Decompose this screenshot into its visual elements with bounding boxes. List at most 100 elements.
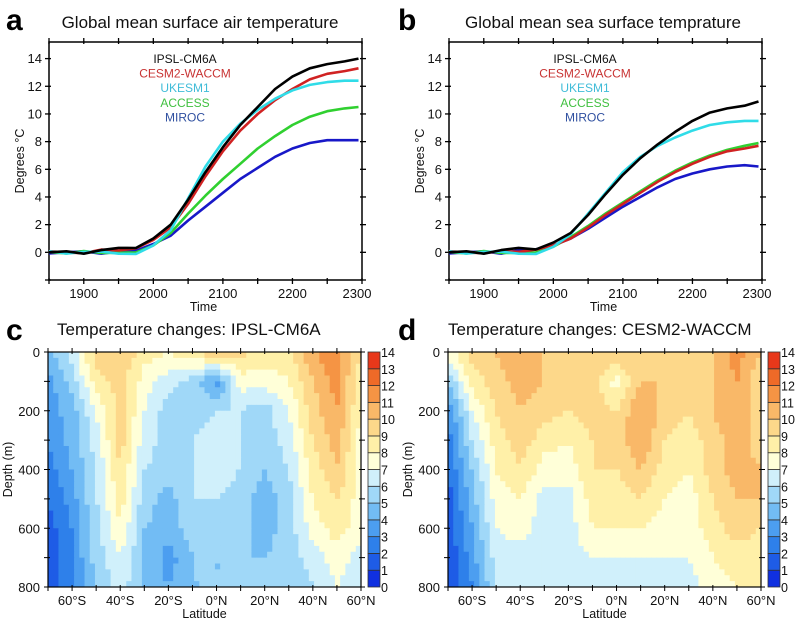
heatmap-cell: [173, 528, 179, 535]
heatmap-cell: [750, 422, 757, 429]
heatmap-cell: [53, 434, 59, 441]
heatmap-cell: [557, 422, 564, 429]
heatmap-cell: [531, 451, 538, 459]
heatmap-cell: [350, 510, 357, 517]
heatmap-cell: [48, 375, 54, 382]
heatmap-cell: [293, 522, 299, 529]
heatmap-cell: [734, 440, 741, 447]
heatmap-cell: [630, 440, 637, 447]
heatmap-cell: [235, 363, 242, 371]
heatmap-cell: [89, 446, 96, 453]
heatmap-cell: [121, 375, 127, 382]
heatmap-cell: [500, 410, 506, 418]
heatmap-cell: [74, 575, 80, 582]
heatmap-cell: [625, 534, 631, 541]
heatmap-cell: [719, 475, 725, 482]
heatmap-cell: [536, 498, 543, 506]
heatmap-cell: [68, 393, 75, 400]
heatmap-cell: [188, 410, 195, 418]
heatmap-cell: [199, 352, 205, 359]
heatmap-cell: [614, 469, 621, 476]
heatmap-cell: [340, 393, 346, 400]
heatmap-cell: [194, 534, 200, 541]
heatmap-cell: [672, 381, 678, 388]
heatmap-cell: [583, 522, 590, 529]
heatmap-cell: [651, 375, 658, 382]
heatmap-cell: [458, 440, 465, 447]
heatmap-cell: [698, 563, 705, 570]
heatmap-cell: [173, 369, 179, 376]
heatmap-cell: [552, 410, 558, 418]
heatmap-cell: [661, 498, 668, 506]
heatmap-cell: [162, 569, 169, 576]
heatmap-cell: [682, 498, 689, 506]
heatmap-cell: [256, 428, 263, 435]
heatmap-cell: [641, 504, 647, 512]
heatmap-cell: [672, 540, 678, 547]
heatmap-cell: [567, 357, 574, 365]
heatmap-cell: [651, 463, 658, 470]
heatmap-cell: [68, 522, 75, 529]
heatmap-cell: [687, 428, 694, 435]
heatmap-cell: [755, 557, 762, 564]
heatmap-cell: [630, 481, 637, 488]
heatmap-cell: [277, 504, 284, 512]
heatmap-cell: [183, 563, 190, 570]
heatmap-cell: [494, 410, 501, 418]
heatmap-cell: [147, 569, 153, 576]
heatmap-cell: [355, 451, 362, 459]
heatmap-cell: [708, 528, 715, 535]
heatmap-cell: [230, 434, 237, 441]
heatmap-cell: [588, 540, 595, 547]
heatmap-cell: [484, 393, 491, 400]
heatmap-cell: [334, 428, 341, 435]
heatmap-cell: [714, 528, 720, 535]
heatmap-cell: [188, 463, 195, 470]
heatmap-cell: [173, 410, 179, 418]
heatmap-cell: [651, 446, 658, 453]
heatmap-cell: [272, 481, 278, 488]
heatmap-cell: [740, 534, 746, 541]
heatmap-cell: [604, 510, 611, 517]
heatmap-cell: [614, 440, 621, 447]
heatmap-cell: [661, 352, 668, 359]
heatmap-cell: [531, 352, 538, 359]
heatmap-cell: [510, 498, 517, 506]
heatmap-cell: [635, 352, 642, 359]
heatmap-cell: [183, 369, 190, 376]
heatmap-cell: [141, 381, 148, 388]
heatmap-cell: [110, 493, 117, 500]
heatmap-cell: [609, 551, 616, 559]
heatmap-cell: [541, 369, 548, 376]
heatmap-cell: [677, 522, 684, 529]
heatmap-cell: [541, 475, 548, 482]
heatmap-cell: [667, 381, 673, 388]
heatmap-cell: [515, 375, 522, 382]
heatmap-cell: [687, 381, 694, 388]
heatmap-cell: [84, 352, 91, 359]
heatmap-cell: [531, 375, 538, 382]
heatmap-cell: [641, 569, 647, 576]
heatmap-cell: [267, 375, 273, 382]
heatmap-cell: [241, 416, 247, 423]
heatmap-cell: [100, 410, 106, 418]
heatmap-cell: [661, 369, 668, 376]
heatmap-cell: [74, 434, 80, 441]
heatmap-cell: [355, 434, 362, 441]
heatmap-cell: [204, 369, 211, 376]
heatmap-cell: [734, 540, 741, 547]
heatmap-cell: [552, 528, 558, 535]
heatmap-cell: [745, 569, 751, 576]
heatmap-cell: [620, 381, 626, 388]
heatmap-cell: [282, 545, 289, 553]
heatmap-cell: [141, 393, 148, 400]
heatmap-cell: [667, 369, 673, 376]
heatmap-cell: [261, 510, 268, 517]
heatmap-cell: [256, 522, 263, 529]
heatmap-cell: [183, 569, 190, 576]
heatmap-cell: [729, 428, 736, 435]
heatmap-cell: [515, 510, 522, 517]
heatmap-cell: [89, 540, 96, 547]
heatmap-cell: [750, 575, 757, 582]
heatmap-cell: [677, 569, 684, 576]
